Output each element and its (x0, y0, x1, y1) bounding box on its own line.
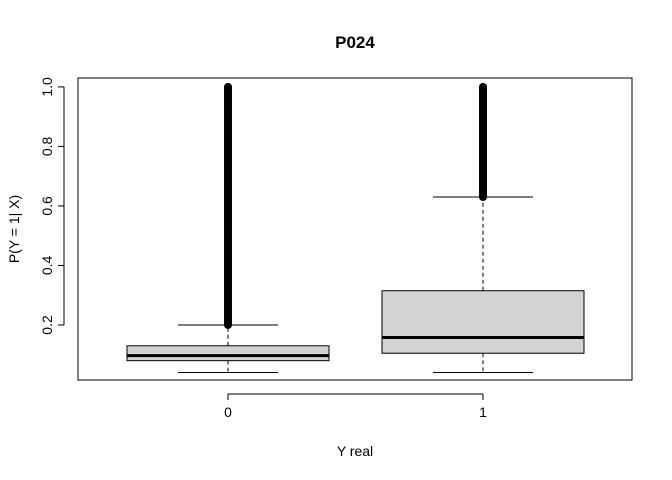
y-tick-label: 0.8 (39, 136, 55, 156)
plot-frame (77, 77, 633, 381)
x-tick-label: 0 (224, 404, 232, 420)
x-axis-label: Y real (337, 443, 373, 459)
y-axis: 0.2 0.4 0.6 0.8 1.0 (39, 77, 65, 335)
iqr-box (381, 290, 585, 354)
iqr-box (126, 345, 330, 362)
x-tick-label: 1 (479, 404, 487, 420)
y-tick-label: 1.0 (39, 77, 55, 97)
outlier-points (224, 82, 233, 329)
y-tick-label: 0.6 (39, 196, 55, 216)
y-axis-label: P(Y = 1| X) (6, 195, 22, 263)
outlier-point (224, 82, 233, 91)
outlier-point (478, 82, 487, 91)
y-tick-label: 0.2 (39, 315, 55, 335)
box-group-1 (381, 82, 585, 374)
chart-title: P024 (335, 33, 375, 52)
outlier-points (478, 82, 487, 202)
box-group-0 (126, 82, 330, 374)
plot-area (126, 82, 585, 374)
y-tick-label: 0.4 (39, 256, 55, 276)
